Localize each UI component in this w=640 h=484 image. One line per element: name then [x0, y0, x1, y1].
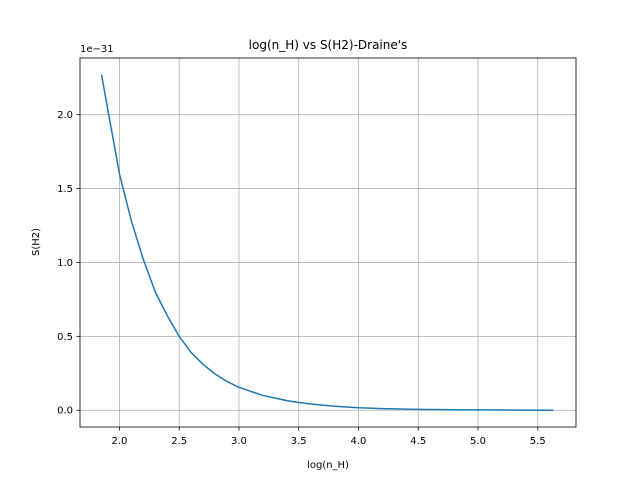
- grid: [80, 58, 576, 427]
- y-axis-offset-text: 1e−31: [80, 44, 114, 55]
- y-axis: 0.0 0.5 1.0 1.5 2.0: [57, 110, 80, 417]
- x-tick-label: 5.0: [470, 436, 486, 447]
- y-tick-label: 1.5: [57, 184, 73, 195]
- x-tick-label: 4.0: [351, 436, 367, 447]
- x-tick-label: 5.5: [530, 436, 546, 447]
- x-tick-label: 2.5: [171, 436, 187, 447]
- line-layer: [100, 74, 554, 411]
- series-line: [100, 74, 554, 411]
- x-tick-label: 4.5: [410, 436, 426, 447]
- x-tick-label: 3.5: [291, 436, 307, 447]
- x-axis-label: log(n_H): [307, 460, 349, 471]
- chart-title: log(n_H) vs S(H2)-Draine's: [249, 38, 408, 52]
- x-axis: 2.0 2.5 3.0 3.5 4.0 4.5 5.0 5.5: [111, 427, 546, 447]
- y-axis-label: S(H2): [31, 228, 42, 256]
- plot-frame: [79, 57, 577, 428]
- y-tick-label: 0.5: [57, 332, 73, 343]
- x-tick-label: 2.0: [111, 436, 127, 447]
- y-tick-label: 2.0: [57, 110, 73, 121]
- y-tick-label: 1.0: [57, 258, 73, 269]
- y-tick-label: 0.0: [57, 406, 73, 417]
- x-tick-label: 3.0: [231, 436, 247, 447]
